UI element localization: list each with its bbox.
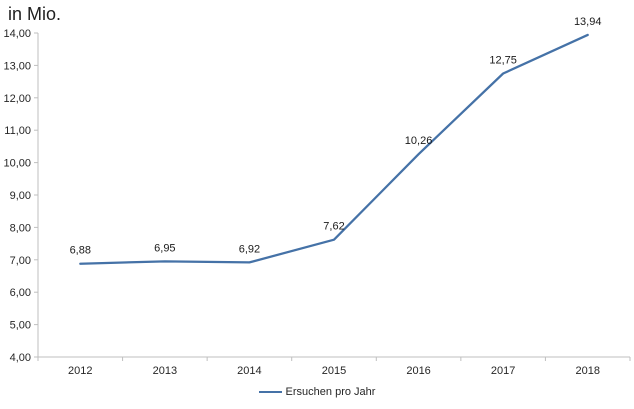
data-label: 13,94 bbox=[574, 16, 602, 28]
data-label: 6,95 bbox=[154, 242, 175, 254]
data-label: 12,75 bbox=[489, 55, 517, 67]
x-tick-label: 2012 bbox=[68, 365, 92, 377]
data-label: 6,88 bbox=[70, 245, 91, 257]
legend-series-label: Ersuchen pro Jahr bbox=[285, 386, 376, 398]
y-tick-label: 9,00 bbox=[10, 190, 31, 202]
y-tick-label: 4,00 bbox=[10, 352, 31, 364]
x-tick-label: 2015 bbox=[322, 365, 346, 377]
x-tick-label: 2018 bbox=[575, 365, 599, 377]
data-label: 7,62 bbox=[323, 221, 344, 233]
data-label: 6,92 bbox=[239, 243, 260, 255]
y-tick-label: 5,00 bbox=[10, 320, 31, 332]
x-tick-label: 2014 bbox=[237, 365, 261, 377]
series-line bbox=[79, 33, 589, 265]
y-tick-label: 13,00 bbox=[3, 60, 31, 72]
x-tick-label: 2016 bbox=[406, 365, 430, 377]
data-label: 10,26 bbox=[405, 135, 433, 147]
y-tick-label: 8,00 bbox=[10, 222, 31, 234]
chart-title: in Mio. bbox=[8, 4, 62, 24]
legend: Ersuchen pro Jahr bbox=[0, 384, 634, 400]
y-tick-label: 14,00 bbox=[3, 28, 31, 40]
y-tick-label: 11,00 bbox=[4, 125, 31, 137]
x-tick-label: 2017 bbox=[491, 365, 515, 377]
legend-line-marker bbox=[258, 391, 282, 393]
y-tick-label: 7,00 bbox=[10, 255, 31, 267]
y-tick-label: 6,00 bbox=[10, 287, 31, 299]
y-tick-label: 12,00 bbox=[3, 93, 31, 105]
x-tick-label: 2013 bbox=[153, 365, 177, 377]
line-chart-plot: 14,00 13,00 12,00 11,00 10,00 9,00 8,00 7,00 6,0… bbox=[3, 16, 631, 377]
y-tick-label: 10,00 bbox=[3, 158, 31, 170]
